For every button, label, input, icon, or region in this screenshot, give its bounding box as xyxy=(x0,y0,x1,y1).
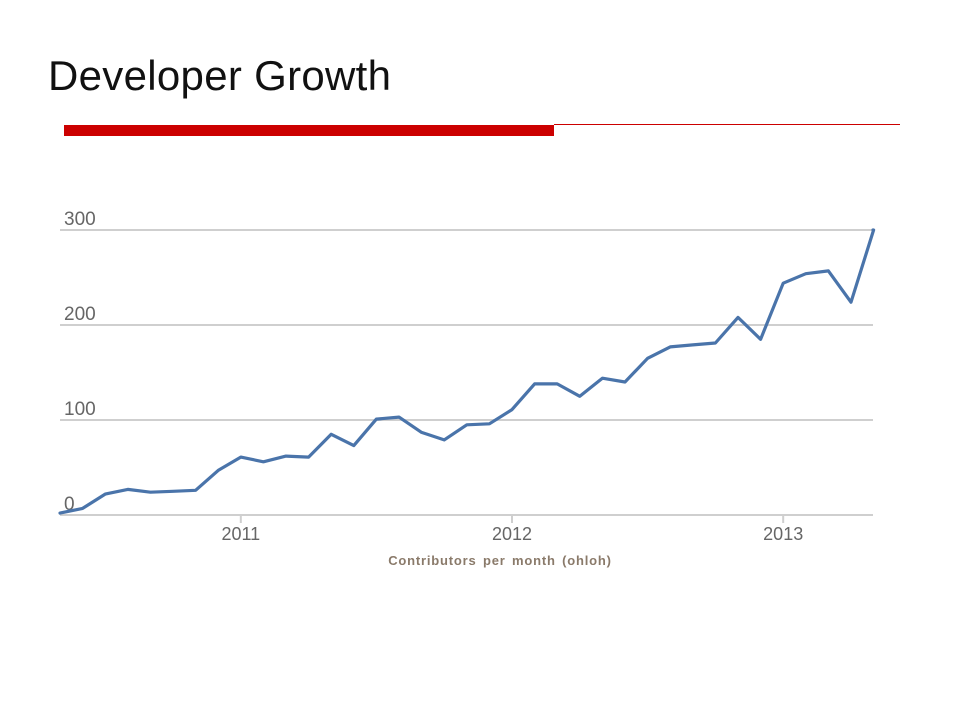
x-tick-label: 2011 xyxy=(221,524,260,544)
title-underline-thick xyxy=(64,125,554,136)
y-tick-label: 0 xyxy=(64,494,75,515)
gridlines xyxy=(60,229,873,516)
series-layer xyxy=(58,228,876,515)
slide-title: Developer Growth xyxy=(48,52,392,99)
y-tick-label: 100 xyxy=(64,399,96,420)
y-axis-ticks: 0 100 200 300 xyxy=(64,209,96,515)
y-tick-label: 200 xyxy=(64,304,96,325)
series-line-0 xyxy=(58,228,876,515)
x-tick-label: 2013 xyxy=(763,524,803,544)
title-underline-thin xyxy=(554,124,900,125)
x-axis-ticks: 2011 2012 2013 xyxy=(221,515,803,544)
chart-caption: Contributors per month (ohloh) xyxy=(388,553,612,568)
x-tick-label: 2012 xyxy=(492,524,532,544)
y-tick-label: 300 xyxy=(64,209,96,230)
